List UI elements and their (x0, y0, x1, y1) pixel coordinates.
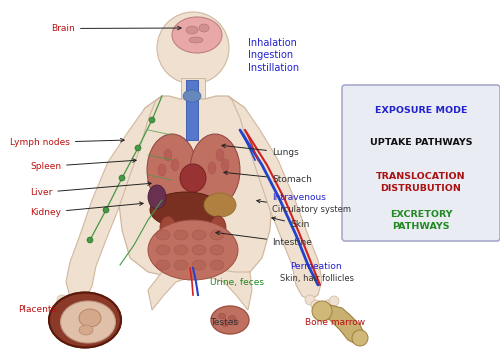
Text: Permeation: Permeation (290, 262, 342, 271)
Text: Bone marrow: Bone marrow (305, 318, 365, 327)
Text: Liver: Liver (30, 182, 151, 197)
Bar (181, 78, 205, 100)
Circle shape (323, 300, 333, 310)
Ellipse shape (60, 301, 116, 343)
Ellipse shape (158, 164, 166, 176)
Ellipse shape (172, 17, 222, 53)
Circle shape (312, 301, 332, 321)
Ellipse shape (189, 37, 203, 43)
Ellipse shape (156, 260, 170, 270)
Text: Skin, hair follicles: Skin, hair follicles (280, 274, 354, 283)
Ellipse shape (208, 162, 216, 174)
Ellipse shape (171, 159, 179, 171)
Circle shape (75, 300, 85, 310)
Text: EXCRETORY
PATHWAYS: EXCRETORY PATHWAYS (390, 210, 452, 231)
Ellipse shape (204, 193, 236, 217)
Ellipse shape (218, 314, 226, 319)
Ellipse shape (148, 185, 166, 209)
Polygon shape (118, 96, 272, 275)
Ellipse shape (174, 245, 188, 255)
Ellipse shape (192, 245, 206, 255)
Ellipse shape (232, 319, 238, 325)
Text: Stomach: Stomach (224, 171, 312, 184)
Circle shape (157, 12, 229, 84)
Circle shape (149, 117, 155, 123)
Text: Placenta: Placenta (18, 305, 57, 314)
Circle shape (311, 300, 321, 310)
Ellipse shape (210, 216, 226, 240)
Ellipse shape (49, 293, 121, 347)
Ellipse shape (192, 260, 206, 270)
Circle shape (317, 302, 327, 312)
Ellipse shape (79, 309, 101, 327)
Ellipse shape (174, 230, 188, 240)
Ellipse shape (210, 260, 224, 270)
Circle shape (87, 237, 93, 243)
Ellipse shape (186, 26, 198, 34)
Text: Lymph nodes: Lymph nodes (10, 138, 124, 147)
Circle shape (69, 302, 79, 312)
Bar (186, 80, 198, 140)
FancyBboxPatch shape (342, 85, 500, 241)
Ellipse shape (216, 149, 224, 161)
Polygon shape (66, 96, 162, 302)
Ellipse shape (221, 159, 229, 171)
Ellipse shape (156, 245, 170, 255)
Ellipse shape (156, 230, 170, 240)
Text: Circulatory system: Circulatory system (257, 199, 351, 214)
Ellipse shape (164, 149, 172, 161)
Text: Kidney: Kidney (30, 202, 143, 217)
Ellipse shape (174, 260, 188, 270)
Circle shape (305, 295, 315, 305)
Circle shape (135, 145, 141, 151)
Circle shape (63, 300, 73, 310)
Text: Testes: Testes (210, 318, 238, 327)
Text: Intestine: Intestine (216, 231, 312, 247)
Ellipse shape (211, 306, 249, 334)
Circle shape (352, 330, 368, 346)
Text: Lungs: Lungs (222, 144, 299, 157)
Text: Skin: Skin (272, 217, 310, 229)
Ellipse shape (147, 134, 197, 206)
Text: EXPOSURE MODE: EXPOSURE MODE (375, 106, 467, 115)
Circle shape (57, 295, 67, 305)
Circle shape (119, 175, 125, 181)
Circle shape (103, 207, 109, 213)
Text: Intravenous: Intravenous (272, 193, 326, 202)
Text: Spleen: Spleen (30, 159, 136, 171)
Ellipse shape (210, 245, 224, 255)
Ellipse shape (192, 230, 206, 240)
Ellipse shape (222, 321, 228, 326)
Ellipse shape (148, 220, 238, 280)
Polygon shape (228, 96, 322, 300)
Ellipse shape (210, 230, 224, 240)
Ellipse shape (183, 90, 201, 102)
Circle shape (329, 296, 339, 306)
Ellipse shape (150, 192, 222, 228)
Circle shape (81, 296, 91, 306)
Text: Inhalation
Ingestion
Instillation: Inhalation Ingestion Instillation (248, 38, 299, 73)
Text: Brain: Brain (52, 24, 181, 33)
Ellipse shape (199, 24, 209, 32)
Ellipse shape (190, 134, 240, 206)
Ellipse shape (180, 164, 206, 192)
Text: UPTAKE PATHWAYS: UPTAKE PATHWAYS (370, 138, 472, 147)
Ellipse shape (228, 315, 235, 320)
Ellipse shape (79, 325, 93, 335)
Text: Urine, feces: Urine, feces (210, 278, 264, 287)
Polygon shape (320, 305, 365, 344)
Text: TRANSLOCATION
DISTRUBUTION: TRANSLOCATION DISTRUBUTION (376, 172, 466, 193)
Ellipse shape (160, 216, 176, 240)
Polygon shape (148, 268, 252, 310)
